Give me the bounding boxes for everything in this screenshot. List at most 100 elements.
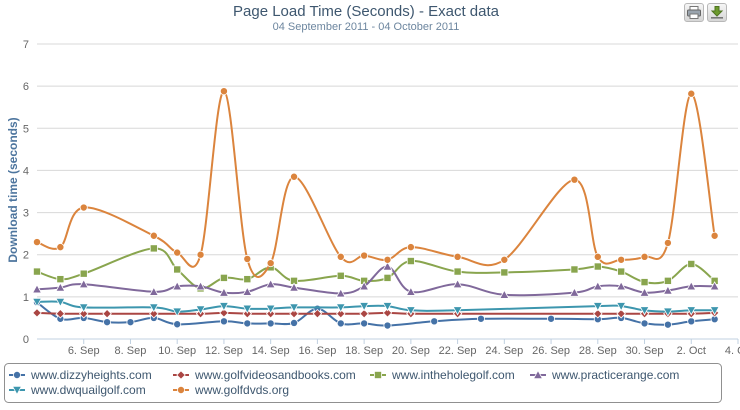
data-point[interactable] [126,318,135,327]
data-point[interactable] [335,303,346,313]
data-point[interactable] [616,308,626,319]
data-point[interactable] [172,281,183,291]
data-point[interactable] [55,297,66,308]
data-point[interactable] [476,314,485,323]
legend-item-intheholegolf[interactable]: www.intheholegolf.com [370,368,515,382]
data-point[interactable] [31,284,43,294]
data-point[interactable] [617,267,626,276]
data-point[interactable] [569,287,580,297]
data-point[interactable] [336,271,345,280]
data-point[interactable] [78,278,89,289]
data-point[interactable] [593,308,603,319]
data-point[interactable] [242,286,253,296]
data-point[interactable] [148,303,159,313]
data-point[interactable] [640,278,649,287]
data-point[interactable] [33,238,42,247]
data-point[interactable] [662,285,673,295]
data-point[interactable] [383,321,392,330]
data-point[interactable] [383,273,392,282]
data-point[interactable] [288,282,300,292]
data-point[interactable] [709,281,720,291]
legend-item-practicerange[interactable]: www.practicerange.com [530,368,679,382]
data-point[interactable] [336,319,345,328]
data-point[interactable] [336,308,346,319]
data-point[interactable] [639,306,650,316]
data-point[interactable] [33,267,42,276]
data-point[interactable] [195,305,206,315]
data-point[interactable] [149,308,159,319]
data-point[interactable] [687,89,696,98]
data-point[interactable] [662,307,673,317]
data-point[interactable] [592,302,603,312]
data-point[interactable] [219,87,228,96]
data-point[interactable] [570,175,579,184]
legend[interactable]: www.dizzyheights.com www.golfvideosandboo… [4,363,722,403]
data-point[interactable] [686,306,697,316]
legend-marker[interactable] [373,370,382,379]
data-point[interactable] [500,255,509,264]
data-point[interactable] [499,289,510,299]
data-point[interactable] [219,317,228,326]
data-point[interactable] [547,314,556,323]
data-point[interactable] [195,281,206,291]
data-point[interactable] [687,317,696,326]
data-point[interactable] [663,320,672,329]
data-point[interactable] [242,304,253,314]
legend-marker[interactable] [176,385,185,394]
data-point[interactable] [78,303,89,313]
data-point[interactable] [405,286,416,296]
data-point[interactable] [148,286,159,296]
legend-item-golfvideosandbooks[interactable]: www.golfvideosandbooks.com [173,368,356,382]
data-point[interactable] [265,304,276,314]
data-point[interactable] [593,252,602,261]
data-point[interactable] [335,288,346,298]
data-point[interactable] [406,257,415,266]
data-point[interactable] [709,306,720,316]
data-point[interactable] [102,308,112,319]
data-point[interactable] [640,252,649,261]
data-point[interactable] [289,308,299,319]
data-point[interactable] [500,268,509,277]
legend-marker[interactable] [176,370,186,380]
data-point[interactable] [218,287,230,297]
data-point[interactable] [687,259,696,268]
legend-item-dwquailgolf[interactable]: www.dwquailgolf.com [9,383,146,397]
data-point[interactable] [288,303,300,313]
data-point[interactable] [382,302,393,312]
data-point[interactable] [359,302,370,312]
data-point[interactable] [452,278,463,289]
export-button[interactable] [707,3,727,22]
data-point[interactable] [31,297,43,308]
data-point[interactable] [56,243,65,252]
data-point[interactable] [149,244,158,253]
data-point[interactable] [405,306,416,316]
data-point[interactable] [592,281,603,291]
data-point[interactable] [360,319,369,328]
data-point[interactable] [219,308,229,318]
data-point[interactable] [243,275,252,284]
data-point[interactable] [616,281,627,291]
data-point[interactable] [383,255,392,264]
data-point[interactable] [218,302,230,312]
data-point[interactable] [570,265,579,274]
data-point[interactable] [640,319,649,328]
data-point[interactable] [243,254,252,263]
data-point[interactable] [382,261,393,271]
data-point[interactable] [639,287,650,297]
data-point[interactable] [616,302,627,312]
data-point[interactable] [266,319,275,328]
data-point[interactable] [382,308,393,318]
data-point[interactable] [196,250,205,259]
data-point[interactable] [290,172,299,181]
data-point[interactable] [173,248,182,257]
data-point[interactable] [173,320,182,329]
data-point[interactable] [149,231,158,240]
data-point[interactable] [312,308,323,319]
legend-marker[interactable] [532,369,544,379]
data-point[interactable] [266,259,275,268]
data-point[interactable] [78,308,89,319]
data-point[interactable] [663,238,672,247]
data-point[interactable] [243,319,252,328]
data-point[interactable] [359,281,370,291]
data-point[interactable] [55,308,66,319]
